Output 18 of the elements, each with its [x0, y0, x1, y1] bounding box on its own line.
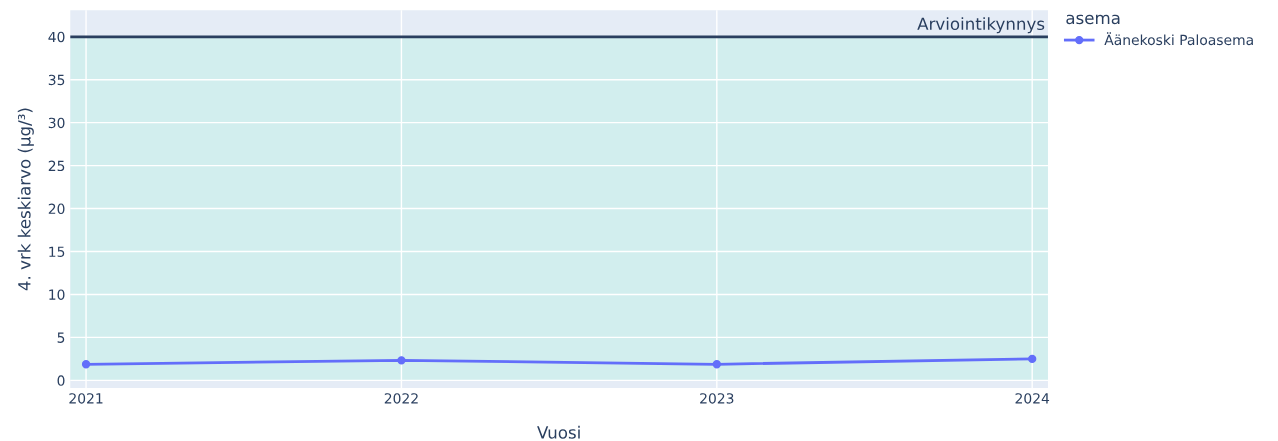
y-tick-label: 20	[48, 203, 65, 215]
y-tick-label: 15	[49, 246, 65, 257]
y-tick-label: 5	[57, 332, 65, 343]
x-tick-label: 2022	[384, 393, 418, 404]
y-axis-title: 4. vrk keskiarvo (µg/³)	[17, 108, 34, 291]
y-tick-label: 25	[48, 160, 65, 172]
y-tick-label: 35	[48, 74, 65, 86]
legend-label: Äänekoski Paloasema	[1104, 32, 1253, 46]
x-axis-title: Vuosi	[537, 425, 580, 439]
x-tick-label: 2024	[1015, 393, 1050, 404]
legend-title: asema	[1066, 14, 1120, 25]
y-tick-label: 30	[48, 117, 65, 129]
x-tick-label: 2021	[69, 393, 103, 404]
x-tick-label: 2023	[700, 393, 734, 404]
y-tick-label: 40	[48, 31, 65, 43]
y-tick-label: 0	[57, 375, 65, 386]
ref-line-label: Arviointikynnys	[917, 17, 1045, 34]
y-tick-label: 10	[49, 289, 65, 300]
